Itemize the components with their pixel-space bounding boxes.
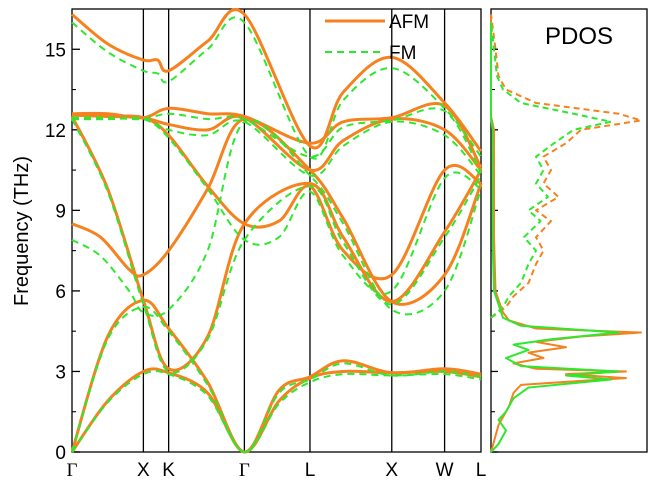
band-line-fm bbox=[71, 118, 482, 374]
pdos-panel: PDOS bbox=[490, 8, 648, 453]
y-axis-ticks: 0 3 6 9 12 15 bbox=[45, 40, 80, 464]
band-line-afm bbox=[70, 367, 482, 454]
y-tick-label: 6 bbox=[55, 282, 66, 303]
y-axis-title: Frequency (THz) bbox=[11, 156, 33, 306]
band-line-fm bbox=[71, 16, 482, 160]
x-tick-label: L bbox=[305, 460, 316, 481]
x-tick-label: W bbox=[436, 460, 454, 481]
y-tick-label: 15 bbox=[45, 40, 66, 61]
band-line-fm bbox=[71, 306, 482, 453]
x-tick-label: X bbox=[385, 460, 398, 481]
legend: AFM FM bbox=[325, 12, 429, 64]
pdos-line-afm bbox=[490, 14, 642, 453]
y-tick-label: 12 bbox=[45, 121, 66, 142]
y-tick-label: 0 bbox=[55, 443, 66, 464]
band-line-afm bbox=[71, 8, 483, 153]
pdos-curves bbox=[490, 14, 642, 453]
pdos-line-fm bbox=[490, 22, 620, 453]
band-line-afm bbox=[70, 115, 483, 372]
band-line-fm bbox=[71, 107, 482, 174]
band-line-fm bbox=[71, 370, 482, 453]
x-tick-label: Γ bbox=[67, 460, 78, 481]
pdos-title: PDOS bbox=[545, 23, 613, 50]
x-tick-label: L bbox=[476, 460, 487, 481]
band-curves bbox=[70, 8, 483, 454]
band-line-fm bbox=[71, 118, 482, 318]
legend-fm-label: FM bbox=[389, 43, 416, 64]
x-tick-label: Γ bbox=[239, 460, 250, 481]
high-symmetry-lines bbox=[142, 9, 446, 452]
pdos-plot-frame bbox=[490, 8, 648, 453]
band-line-afm bbox=[71, 117, 483, 306]
y-tick-label: 9 bbox=[55, 201, 66, 222]
y-tick-label: 3 bbox=[55, 362, 66, 383]
legend-afm-label: AFM bbox=[389, 12, 429, 33]
band-line-afm bbox=[71, 113, 482, 281]
band-line-fm bbox=[72, 117, 482, 177]
pdos-line-afm-dashed bbox=[490, 14, 642, 319]
band-plot-frame bbox=[71, 8, 482, 453]
x-tick-label: K bbox=[162, 460, 175, 481]
band-line-afm bbox=[71, 113, 483, 172]
x-tick-label: X bbox=[137, 460, 150, 481]
